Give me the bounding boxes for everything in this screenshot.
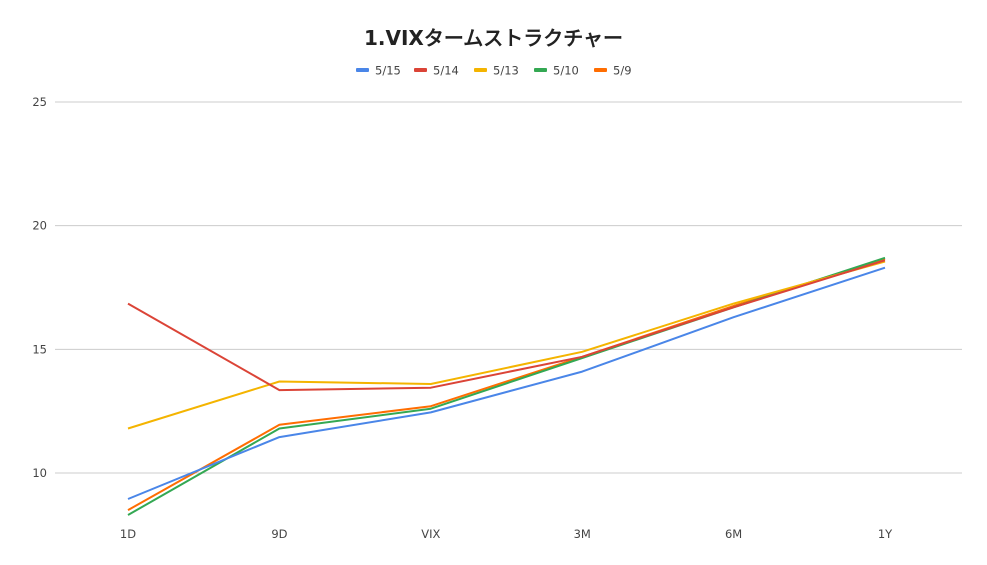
legend-label: 5/14 xyxy=(433,64,459,78)
y-tick-label: 15 xyxy=(32,342,47,356)
legend-swatch xyxy=(356,68,369,72)
legend-swatch xyxy=(414,68,427,72)
legend-swatch xyxy=(594,68,607,72)
series-line-5-13 xyxy=(127,260,886,430)
x-tick-label: 1Y xyxy=(878,527,893,541)
x-axis-ticks: 1D 9D VIX 3M 6M 1Y xyxy=(120,527,893,541)
legend-swatch xyxy=(474,68,487,72)
y-tick-label: 25 xyxy=(32,95,47,109)
chart-title: 1.VIXタームストラクチャー xyxy=(363,26,624,50)
legend-swatch xyxy=(534,68,547,72)
legend-label: 5/13 xyxy=(493,64,519,78)
x-tick-label: 6M xyxy=(725,527,742,541)
series-line-5-9 xyxy=(127,258,886,511)
x-tick-label: 3M xyxy=(574,527,591,541)
legend-label: 5/10 xyxy=(553,64,579,78)
x-tick-label: VIX xyxy=(421,527,440,541)
y-tick-label: 10 xyxy=(32,466,47,480)
legend-label: 5/9 xyxy=(613,64,632,78)
series-line-5-15 xyxy=(127,266,886,500)
series-lines xyxy=(127,256,886,516)
x-tick-label: 9D xyxy=(271,527,287,541)
legend-label: 5/15 xyxy=(375,64,401,78)
x-tick-label: 1D xyxy=(120,527,136,541)
legend: 5/15 5/14 5/13 5/10 5/9 xyxy=(356,64,632,78)
series-line-5-14 xyxy=(127,259,886,392)
y-tick-label: 20 xyxy=(32,219,47,233)
y-axis-ticks: 10 15 20 25 xyxy=(32,95,47,480)
